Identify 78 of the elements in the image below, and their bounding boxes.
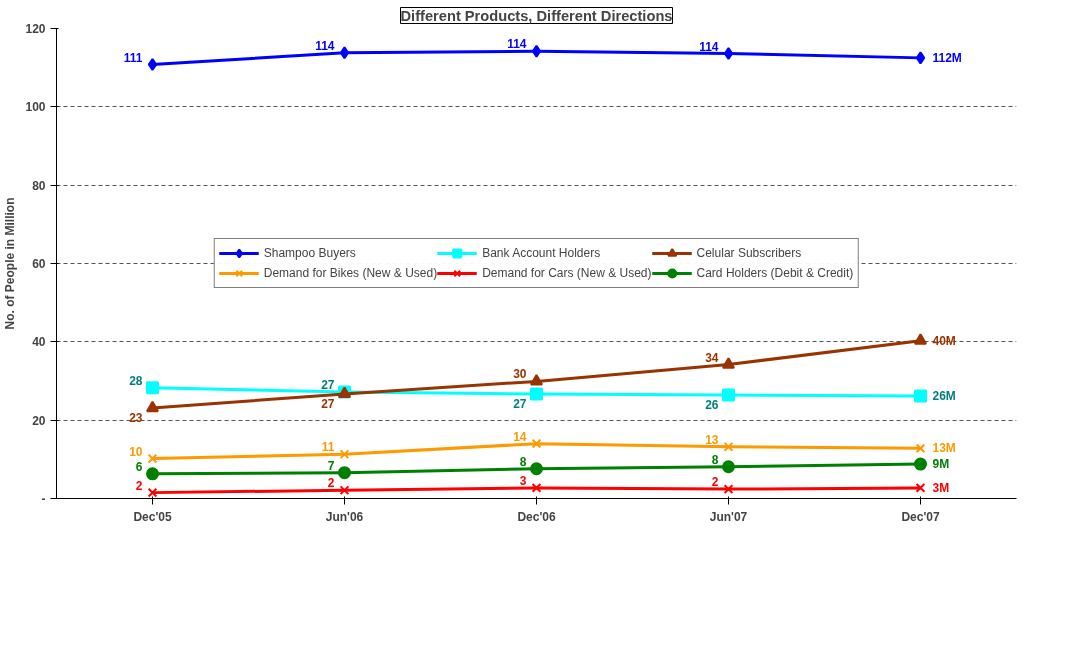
point — [339, 485, 350, 496]
point — [147, 487, 158, 498]
data-label: 6 — [135, 459, 143, 474]
point — [915, 443, 926, 454]
point — [146, 467, 159, 481]
data-label: 8 — [519, 454, 527, 469]
point — [530, 387, 543, 401]
data-label: 8 — [711, 452, 719, 467]
legend-label: Demand for Cars (New & Used) — [482, 266, 652, 280]
x-tick-label: Jun'07 — [709, 509, 748, 524]
data-label: 27 — [321, 377, 335, 392]
legend-label: Demand for Bikes (New & Used) — [263, 266, 438, 280]
y-tick-label: 60 — [32, 257, 46, 271]
data-label: 26M — [932, 388, 956, 403]
point — [914, 389, 927, 403]
point — [914, 457, 927, 471]
legend-label: Shampoo Buyers — [263, 246, 356, 260]
point — [339, 46, 350, 60]
y-tick-label: 80 — [32, 178, 46, 193]
data-label: 27 — [321, 396, 335, 411]
point — [915, 483, 926, 493]
point — [914, 333, 927, 345]
data-label: 27 — [513, 396, 527, 411]
point — [722, 388, 735, 402]
data-label: 2 — [327, 476, 335, 491]
y-tick-label: - — [41, 492, 46, 506]
point — [147, 453, 158, 464]
point — [531, 483, 542, 493]
data-label: 114 — [699, 39, 719, 54]
y-axis-title: No. of People in Million — [3, 197, 18, 330]
point — [339, 449, 350, 460]
data-label: 114 — [315, 38, 335, 53]
data-label: 2 — [711, 475, 719, 490]
point — [915, 51, 926, 65]
data-label: 13 — [705, 432, 719, 447]
data-label: 40M — [932, 333, 956, 348]
point — [531, 44, 542, 58]
point — [530, 374, 543, 386]
data-label: 111 — [123, 50, 143, 65]
y-tick-label: 40 — [32, 335, 46, 350]
y-tick-label: 100 — [25, 100, 46, 115]
data-label: 9M — [932, 457, 950, 472]
data-label: 10 — [129, 444, 143, 459]
y-tick-label: 120 — [25, 22, 46, 36]
x-tick-label: Dec'05 — [133, 509, 172, 524]
data-label: 3M — [932, 480, 950, 495]
data-label: 30 — [513, 367, 527, 382]
x-tick-label: Jun'06 — [325, 509, 364, 524]
point — [723, 484, 734, 494]
point — [722, 357, 735, 369]
point — [147, 58, 158, 72]
point — [531, 438, 542, 449]
data-label: 34 — [705, 350, 719, 365]
legend-label: Bank Account Holders — [482, 246, 601, 260]
data-label: 112M — [932, 50, 962, 65]
x-tick-label: Dec'07 — [901, 509, 940, 524]
point — [146, 400, 159, 413]
data-label: 23 — [129, 411, 143, 426]
point — [723, 47, 734, 61]
point — [146, 381, 159, 395]
data-label: 2 — [135, 478, 143, 493]
data-label: 11 — [321, 440, 335, 455]
y-tick-label: 20 — [32, 413, 46, 428]
data-label: 3 — [519, 473, 527, 488]
data-label: 26 — [705, 398, 719, 413]
data-label: 28 — [129, 373, 143, 388]
data-label: 7 — [327, 458, 335, 473]
point — [722, 460, 735, 474]
point — [723, 441, 734, 452]
point — [530, 462, 543, 476]
data-label: 13M — [932, 441, 956, 456]
data-label: 14 — [513, 429, 527, 444]
data-label: 114 — [507, 37, 527, 52]
legend-label: Card Holders (Debit & Credit) — [696, 266, 854, 280]
point — [338, 466, 351, 480]
chart-title: Different Products, Different Directions — [400, 7, 673, 24]
x-tick-label: Dec'06 — [517, 509, 556, 524]
legend-label: Celular Subscribers — [696, 246, 802, 260]
